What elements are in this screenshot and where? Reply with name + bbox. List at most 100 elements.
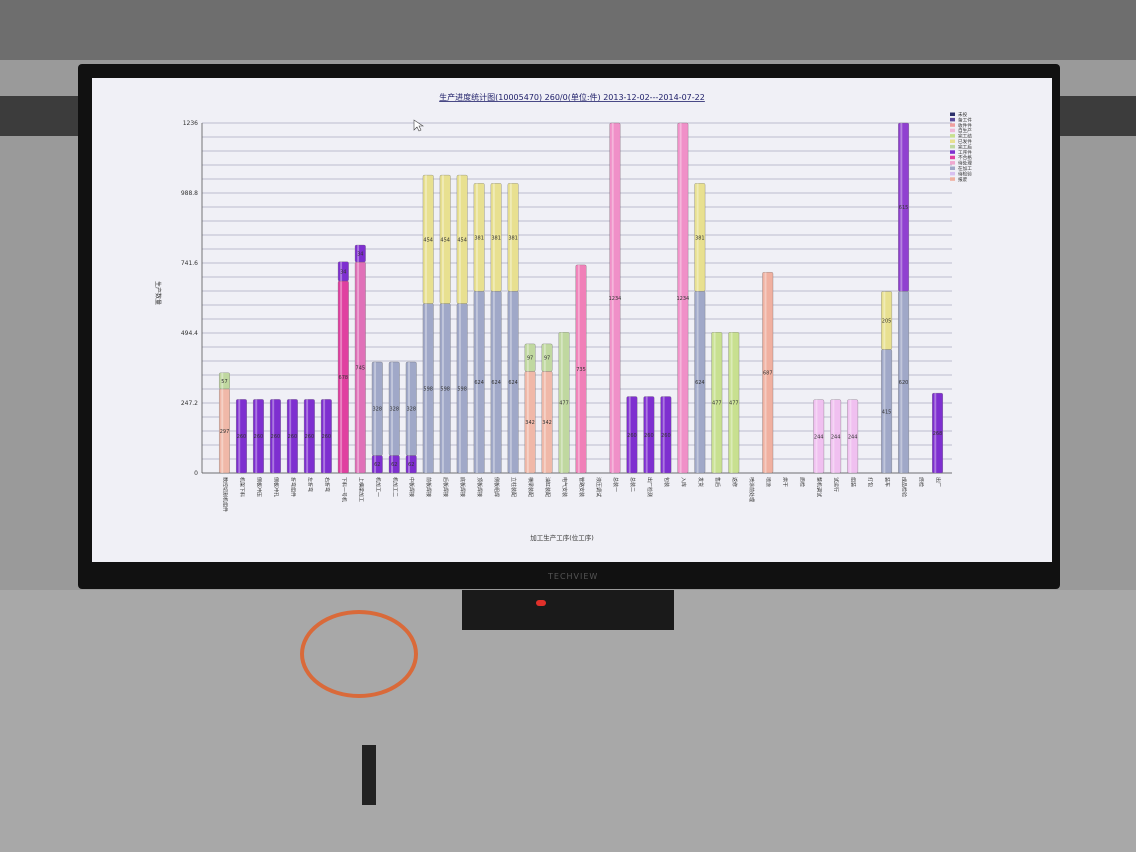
bar-highlight — [357, 245, 360, 263]
bar-highlight — [255, 399, 258, 473]
bar-value-label: 381 — [695, 235, 705, 241]
x-tick-label: 侧板组焊 — [493, 477, 500, 497]
production-progress-chart: 生产进度统计图(10005470) 260/0(单位:件) 2013-12-02… — [154, 92, 972, 542]
x-tick-label: 油缸装配 — [544, 477, 551, 497]
bar-value-label: 381 — [491, 235, 501, 241]
bar-highlight — [526, 343, 529, 372]
bar-value-label: 62 — [391, 462, 397, 468]
x-tick-label: 上横梁加工 — [357, 477, 364, 502]
bar-value-label: 342 — [542, 420, 552, 426]
y-tick-label: 247.2 — [181, 400, 198, 407]
bar-highlight — [815, 399, 818, 473]
bar-segment — [490, 183, 502, 292]
bar-segment — [388, 361, 400, 456]
bar-segment — [898, 122, 909, 292]
bar-highlight — [442, 175, 444, 304]
bar-segment — [847, 399, 859, 474]
bar-highlight — [645, 396, 648, 473]
bar-highlight — [543, 343, 546, 372]
bar-segment — [541, 343, 553, 372]
x-tick-label: 总装二 — [629, 477, 636, 492]
mouse-pointer-icon — [413, 119, 424, 132]
bar-value-label: 381 — [508, 235, 518, 241]
legend-label: 完工后 — [958, 143, 972, 150]
legend-swatch — [950, 177, 955, 181]
bar-value-label: 477 — [559, 401, 569, 407]
legend-label: 自生产 — [958, 127, 972, 134]
bar-highlight — [391, 361, 393, 456]
bar-value-label: 328 — [406, 407, 416, 413]
bar-value-label: 735 — [576, 367, 586, 373]
bar-highlight — [459, 303, 461, 473]
bar-value-label: 624 — [491, 380, 501, 386]
bar-value-label: 62 — [408, 462, 414, 468]
legend-label: 已发件 — [958, 138, 972, 145]
bar-value-label: 381 — [474, 235, 484, 241]
bar-value-label: 260 — [237, 434, 247, 440]
x-tick-label: 装车 — [884, 477, 891, 487]
bar-segment — [626, 396, 638, 474]
bar-value-label: 34 — [357, 252, 363, 258]
legend-swatch — [950, 155, 955, 160]
legend-swatch — [950, 139, 955, 143]
bar-highlight — [238, 399, 241, 473]
legend-label: 备工件 — [958, 116, 972, 123]
x-tick-label: 下料一号机 — [340, 477, 347, 502]
bar-segment — [270, 399, 281, 474]
bar-highlight — [543, 371, 546, 473]
bar-highlight — [408, 455, 410, 473]
wall-lower — [0, 590, 1136, 852]
bar-highlight — [289, 399, 292, 473]
bar-segment — [219, 372, 230, 390]
bar-value-label: 205 — [882, 319, 892, 325]
bar-value-label: 454 — [457, 237, 467, 243]
bar-value-label: 260 — [254, 434, 264, 440]
y-tick-label: 494.4 — [181, 330, 198, 337]
x-tick-label: 打包 — [867, 477, 874, 487]
y-axis-label: 生产数量 — [154, 281, 162, 305]
bar-segment — [660, 396, 672, 474]
x-tick-label: 横梁装配 — [527, 477, 534, 497]
legend-label: 完工结 — [958, 133, 972, 140]
x-tick-label: 终检 — [918, 477, 925, 487]
bar-highlight — [560, 332, 563, 473]
y-tick-label: 0 — [194, 470, 198, 477]
bar-value-label: 260 — [305, 434, 315, 440]
x-tick-label: 后板焊接 — [442, 477, 449, 497]
x-tick-label: 包装 — [663, 477, 670, 487]
legend-label: 工序件 — [958, 149, 972, 156]
x-tick-label: 总装一 — [612, 477, 619, 492]
x-axis-label: 加工生产工序(位工序) — [530, 533, 594, 542]
x-tick-label: 成品检验 — [901, 477, 908, 497]
bar-segment — [677, 122, 689, 474]
y-tick-label: 1236 — [183, 120, 198, 127]
bar-value-label: 477 — [729, 401, 739, 407]
bar-highlight — [509, 291, 512, 473]
x-tick-label: 组装 — [850, 477, 857, 487]
legend-label: 待检验 — [958, 170, 972, 177]
bar-value-label: 260 — [322, 434, 332, 440]
x-tick-label: 售后 — [714, 477, 721, 487]
bar-highlight — [323, 399, 326, 473]
black-cable — [362, 745, 376, 805]
bar-highlight — [679, 123, 682, 473]
bar-value-label: 260 — [644, 433, 654, 439]
bar-segment — [236, 399, 247, 474]
bar-segment — [303, 399, 315, 474]
x-tick-label: 喷涂 — [765, 477, 772, 487]
legend-swatch — [950, 117, 955, 122]
x-tick-label: 电气安装 — [561, 477, 568, 497]
bar-highlight — [391, 455, 393, 473]
bar-highlight — [425, 303, 427, 473]
bar-segment — [609, 122, 621, 474]
x-tick-label: 右折弯 — [323, 477, 330, 492]
bar-value-label: 615 — [899, 205, 909, 211]
bar-segment — [762, 272, 774, 474]
bar-value-label: 598 — [440, 386, 450, 392]
x-tick-label: 喷涂前处理 — [748, 477, 755, 502]
bar-value-label: 454 — [440, 237, 450, 243]
bar-segment — [558, 332, 570, 474]
chart-title: 生产进度统计图(10005470) 260/0(单位:件) 2013-12-02… — [439, 92, 705, 102]
bar-value-label: 342 — [525, 420, 535, 426]
tv-brand-logo: TECHVIEW — [548, 572, 599, 581]
